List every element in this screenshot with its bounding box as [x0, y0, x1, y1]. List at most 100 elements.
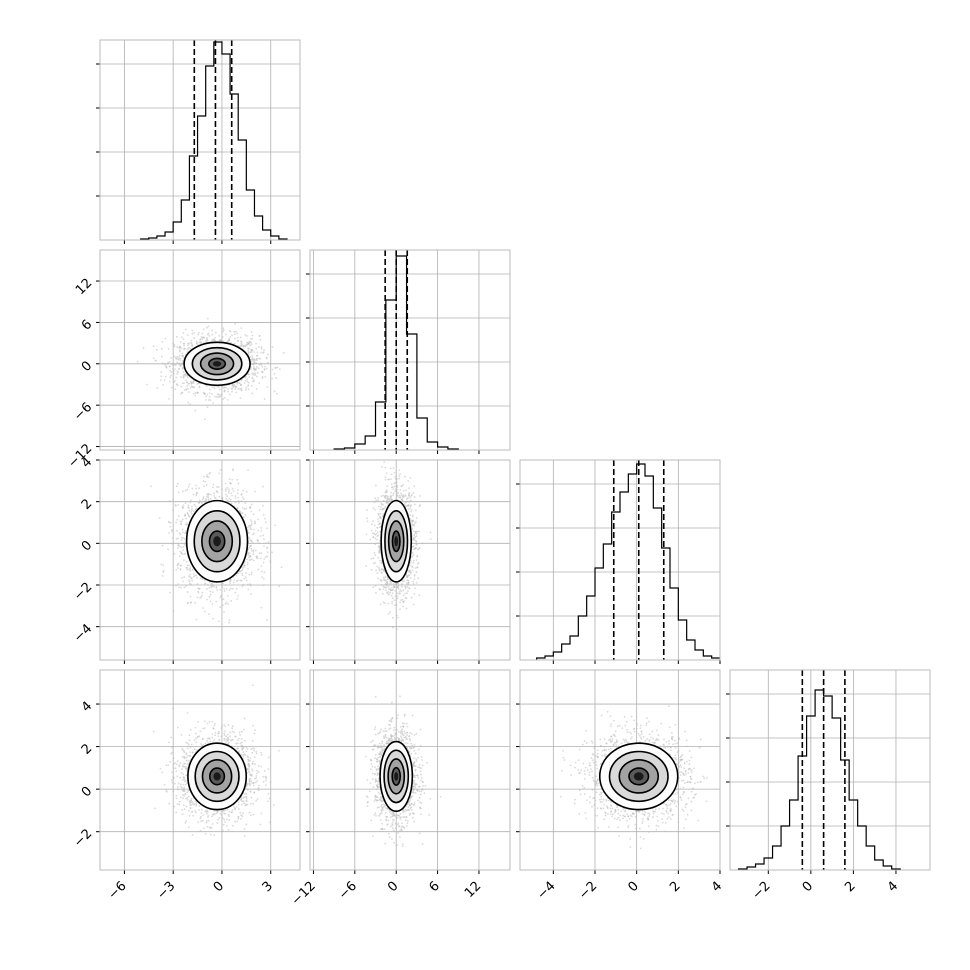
sample-point	[231, 387, 234, 390]
sample-point	[185, 585, 188, 587]
sample-point	[262, 561, 265, 564]
sample-point	[405, 498, 408, 500]
sample-point	[263, 538, 265, 541]
sample-point	[379, 547, 381, 549]
sample-point	[256, 557, 259, 559]
sample-point	[413, 524, 415, 527]
sample-point	[244, 333, 247, 336]
sample-point	[414, 536, 417, 538]
sample-point	[240, 493, 243, 496]
sample-point	[235, 391, 238, 394]
sample-point	[180, 546, 183, 549]
sample-point	[403, 503, 406, 506]
sample-point	[236, 507, 239, 510]
sample-point	[390, 478, 392, 481]
sample-point	[208, 388, 211, 391]
sample-point	[246, 344, 248, 346]
sample-point	[392, 494, 395, 497]
sample-point	[188, 564, 190, 567]
sample-point	[208, 396, 211, 398]
sample-point	[223, 447, 225, 449]
sample-point	[409, 505, 412, 507]
sample-point	[406, 592, 409, 595]
sample-point	[187, 401, 190, 404]
sample-point	[247, 469, 249, 472]
sample-point	[419, 495, 422, 497]
sample-point	[181, 361, 184, 364]
sample-point	[255, 362, 258, 364]
sample-point	[405, 495, 407, 497]
sample-point	[390, 586, 393, 589]
sample-point	[264, 517, 267, 520]
sample-point	[406, 583, 408, 586]
sample-point	[389, 611, 392, 613]
sample-point	[240, 340, 242, 343]
sample-point	[386, 578, 389, 580]
sample-point	[418, 530, 421, 533]
sample-point	[271, 346, 274, 349]
sample-point	[202, 607, 205, 609]
sample-point	[412, 603, 415, 606]
sample-point	[185, 566, 187, 569]
sample-point	[229, 498, 232, 501]
sample-point	[207, 498, 210, 500]
sample-point	[402, 494, 405, 497]
sample-point	[366, 517, 369, 520]
sample-point	[377, 545, 380, 547]
sample-point	[377, 518, 379, 520]
sample-point	[395, 490, 398, 493]
sample-point	[222, 398, 225, 400]
sample-point	[407, 583, 410, 585]
sample-point	[189, 576, 192, 579]
sample-point	[394, 589, 396, 592]
sample-point	[260, 557, 262, 560]
sample-point	[258, 382, 261, 384]
sample-point	[170, 386, 173, 389]
sample-point	[189, 501, 192, 504]
sample-point	[152, 345, 155, 348]
sample-point	[412, 553, 415, 556]
sample-point	[175, 537, 178, 540]
sample-point	[196, 596, 199, 599]
sample-point	[194, 601, 196, 604]
sample-point	[184, 552, 187, 555]
sample-point	[232, 468, 235, 470]
sample-point	[400, 494, 403, 497]
sample-point	[195, 618, 198, 621]
sample-point	[222, 598, 225, 600]
sample-point	[217, 486, 220, 489]
sample-point	[183, 344, 185, 347]
sample-point	[182, 354, 185, 357]
sample-point	[406, 500, 409, 503]
sample-point	[208, 595, 211, 598]
sample-point	[380, 495, 383, 497]
sample-point	[160, 347, 163, 350]
sample-point	[405, 582, 408, 585]
sample-point	[266, 555, 269, 558]
sample-point	[261, 377, 264, 380]
sample-point	[185, 517, 188, 520]
sample-point	[197, 502, 200, 504]
sample-point	[209, 590, 212, 593]
sample-point	[182, 338, 185, 341]
sample-point	[190, 512, 193, 515]
sample-point	[253, 367, 256, 370]
sample-point	[187, 515, 190, 517]
sample-point	[177, 515, 180, 518]
sample-point	[192, 573, 195, 575]
sample-point	[276, 366, 279, 369]
sample-point	[201, 591, 204, 594]
sample-point	[181, 382, 184, 385]
sample-point	[261, 504, 264, 507]
contour-line	[208, 530, 226, 553]
sample-point	[205, 385, 208, 387]
sample-point	[237, 500, 240, 502]
sample-point	[162, 384, 165, 386]
sample-point	[395, 481, 398, 484]
histogram-2	[536, 460, 720, 660]
sample-point	[181, 360, 184, 362]
sample-point	[196, 577, 198, 579]
sample-point	[188, 582, 191, 585]
sample-point	[255, 358, 258, 361]
sample-point	[253, 528, 255, 531]
